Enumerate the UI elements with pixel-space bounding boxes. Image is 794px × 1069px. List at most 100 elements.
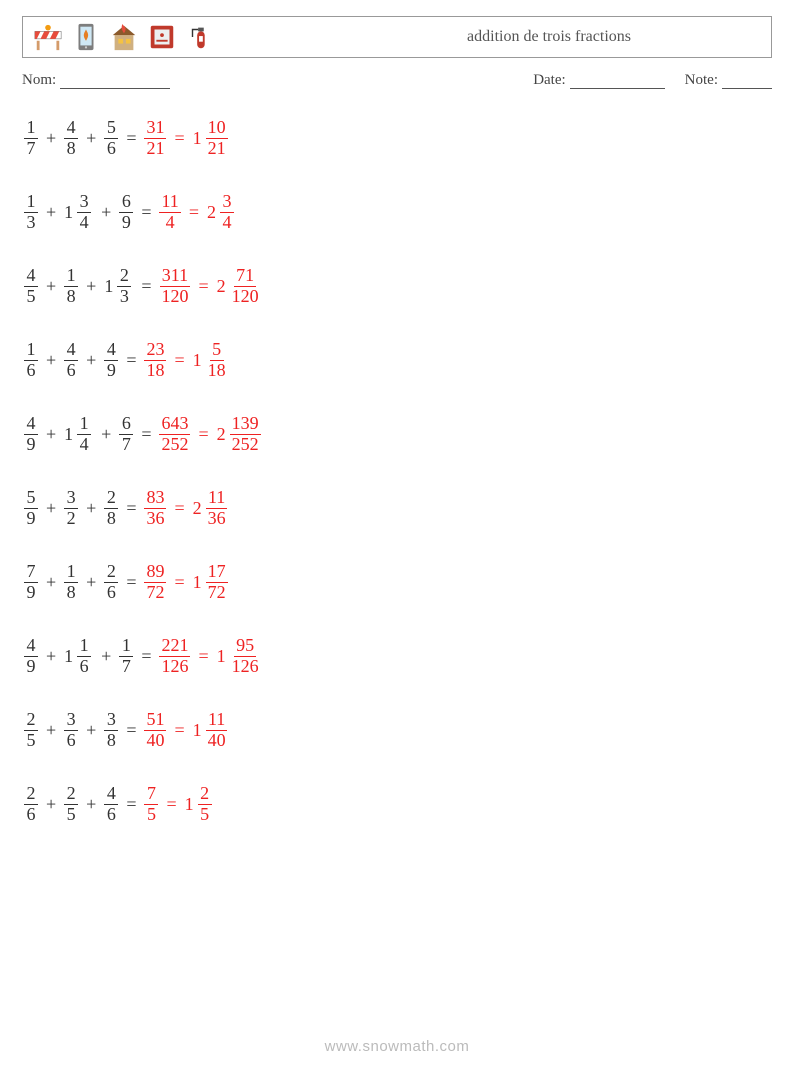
plus-operator: + xyxy=(46,498,56,519)
plus-operator: + xyxy=(101,646,111,667)
equals-operator: = xyxy=(126,794,136,815)
problem-row: 49+114+67=643252=2139252 xyxy=(22,405,772,463)
date-label: Date: xyxy=(533,72,664,89)
answer-improper: 8336 xyxy=(142,488,168,529)
answer-mixed: 125 xyxy=(183,784,216,825)
fraction: 1021 xyxy=(206,118,228,159)
fraction: 2318 xyxy=(144,340,166,381)
equals-operator: = xyxy=(166,794,176,815)
equals-operator: = xyxy=(174,498,184,519)
fraction: 23 xyxy=(117,266,131,307)
fraction: 18 xyxy=(64,562,78,603)
problem-row: 49+116+17=221126=195126 xyxy=(22,627,772,685)
fraction: 34 xyxy=(220,192,234,233)
problems-list: 17+48+56=3121=1102113+134+69=114=23445+1… xyxy=(22,109,772,833)
fraction: 71120 xyxy=(230,266,261,307)
answer-mixed: 195126 xyxy=(215,636,265,677)
fraction: 32 xyxy=(64,488,78,529)
mixed-number: 114 xyxy=(64,414,93,455)
fraction: 643252 xyxy=(159,414,190,455)
problem-row: 26+25+46=75=125 xyxy=(22,775,772,833)
worksheet-title: addition de trois fractions xyxy=(467,28,631,46)
fraction: 45 xyxy=(24,266,38,307)
plus-operator: + xyxy=(46,128,56,149)
date-blank xyxy=(570,74,665,89)
plus-operator: + xyxy=(86,350,96,371)
fraction: 221126 xyxy=(159,636,190,677)
icon-row xyxy=(33,22,215,52)
fraction: 49 xyxy=(104,340,118,381)
mixed-number: 21136 xyxy=(193,488,230,529)
problem-row: 25+36+38=5140=11140 xyxy=(22,701,772,759)
plus-operator: + xyxy=(46,202,56,223)
fraction: 1140 xyxy=(206,710,228,751)
fraction: 46 xyxy=(64,340,78,381)
fraction: 26 xyxy=(104,562,118,603)
equals-operator: = xyxy=(174,720,184,741)
fraction: 17 xyxy=(24,118,38,159)
equals-operator: = xyxy=(126,128,136,149)
answer-mixed: 11772 xyxy=(191,562,232,603)
fraction: 36 xyxy=(64,710,78,751)
header-box: addition de trois fractions xyxy=(22,16,772,58)
fraction: 13 xyxy=(24,192,38,233)
fraction: 17 xyxy=(119,636,133,677)
fraction: 1136 xyxy=(206,488,228,529)
fraction: 14 xyxy=(77,414,91,455)
equals-operator: = xyxy=(174,350,184,371)
answer-mixed: 11140 xyxy=(191,710,232,751)
house-fire-icon xyxy=(109,22,139,52)
mixed-number: 234 xyxy=(207,192,236,233)
fraction: 25 xyxy=(64,784,78,825)
answer-mixed: 21136 xyxy=(191,488,232,529)
fraction: 38 xyxy=(104,710,118,751)
fraction: 49 xyxy=(24,414,38,455)
answer-improper: 5140 xyxy=(142,710,168,751)
plus-operator: + xyxy=(86,276,96,297)
fraction: 69 xyxy=(119,192,133,233)
fraction: 67 xyxy=(119,414,133,455)
fraction: 49 xyxy=(24,636,38,677)
problem-row: 79+18+26=8972=11772 xyxy=(22,553,772,611)
extinguisher-icon xyxy=(185,22,215,52)
fire-alarm-icon xyxy=(147,22,177,52)
fraction: 16 xyxy=(77,636,91,677)
fraction: 18 xyxy=(64,266,78,307)
answer-improper: 221126 xyxy=(157,636,192,677)
equals-operator: = xyxy=(198,276,208,297)
equals-operator: = xyxy=(198,646,208,667)
answer-improper: 114 xyxy=(157,192,182,233)
problem-row: 17+48+56=3121=11021 xyxy=(22,109,772,167)
phone-fire-icon xyxy=(71,22,101,52)
fraction: 8972 xyxy=(144,562,166,603)
name-blank xyxy=(60,74,170,89)
fraction: 139252 xyxy=(230,414,261,455)
mixed-number: 134 xyxy=(64,192,93,233)
plus-operator: + xyxy=(86,794,96,815)
mixed-number: 125 xyxy=(185,784,214,825)
fraction: 25 xyxy=(198,784,212,825)
equals-operator: = xyxy=(126,572,136,593)
fraction: 79 xyxy=(24,562,38,603)
mixed-number: 11772 xyxy=(193,562,230,603)
mixed-number: 11021 xyxy=(193,118,230,159)
answer-improper: 8972 xyxy=(142,562,168,603)
fraction: 46 xyxy=(104,784,118,825)
note-label: Note: xyxy=(685,72,772,89)
plus-operator: + xyxy=(46,424,56,445)
barrier-icon xyxy=(33,22,63,52)
fraction: 1772 xyxy=(206,562,228,603)
equals-operator: = xyxy=(126,720,136,741)
fraction: 25 xyxy=(24,710,38,751)
answer-improper: 2318 xyxy=(142,340,168,381)
mixed-number: 123 xyxy=(104,266,133,307)
problem-row: 45+18+123=311120=271120 xyxy=(22,257,772,315)
plus-operator: + xyxy=(86,128,96,149)
watermark: www.snowmath.com xyxy=(0,1038,794,1055)
equals-operator: = xyxy=(141,202,151,223)
fraction: 3121 xyxy=(144,118,166,159)
fraction: 34 xyxy=(77,192,91,233)
fraction: 311120 xyxy=(159,266,190,307)
plus-operator: + xyxy=(101,424,111,445)
answer-mixed: 1518 xyxy=(191,340,232,381)
